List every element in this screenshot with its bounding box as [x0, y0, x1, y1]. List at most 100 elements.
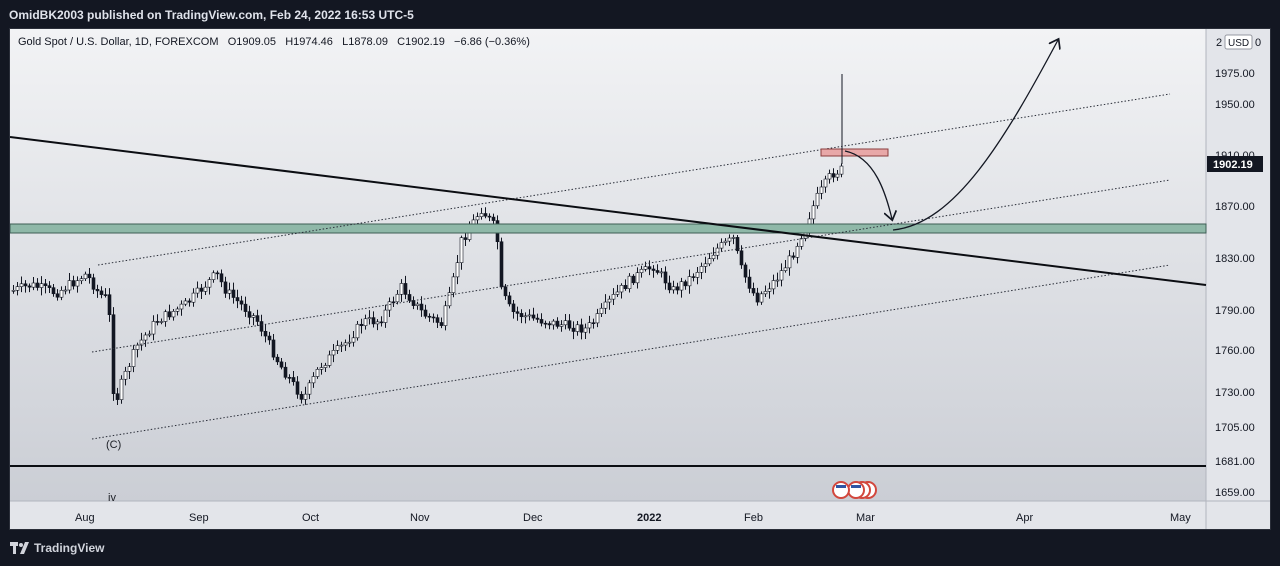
candle-body — [663, 271, 668, 284]
candle-body — [11, 290, 16, 292]
candle-body — [643, 266, 648, 270]
candle-body — [239, 300, 244, 305]
candle-body — [399, 283, 404, 295]
candle-body — [755, 292, 760, 303]
candle-body — [711, 254, 716, 260]
candle-body — [515, 311, 520, 314]
candle-body — [363, 318, 368, 327]
candle-body — [315, 369, 320, 377]
candle-body — [183, 300, 188, 305]
plot-background — [10, 29, 1206, 501]
candle-body — [35, 282, 40, 288]
candle-body — [723, 240, 728, 243]
candle-body — [539, 319, 544, 324]
candle-body — [107, 294, 112, 316]
price-tick-label: 1659.00 — [1215, 487, 1255, 499]
candle-body — [595, 313, 600, 324]
candle-body — [227, 289, 232, 294]
price-tick-label: 1975.00 — [1215, 68, 1255, 80]
economic-events-icon[interactable] — [832, 481, 877, 499]
projection-arrow-up — [892, 40, 1058, 231]
candle-body — [119, 378, 124, 400]
candle-body — [499, 241, 504, 288]
time-tick-label: Mar — [856, 512, 875, 524]
candle-body — [587, 322, 592, 329]
candle-body — [171, 311, 176, 318]
candle-body — [271, 339, 276, 358]
candle-body — [611, 294, 616, 300]
candle-body — [839, 165, 844, 175]
candle-body — [31, 282, 36, 288]
candle-body — [559, 324, 564, 327]
legend-close: 1902.19 — [405, 36, 445, 48]
candle-body — [263, 330, 268, 337]
candle-body — [427, 315, 432, 318]
candle-body — [123, 370, 128, 380]
candle-body — [79, 278, 84, 282]
candle-body — [439, 322, 444, 326]
candle-body — [823, 178, 828, 188]
candle-body — [583, 327, 588, 333]
legend-change: −6.86 (−0.36%) — [454, 36, 530, 48]
candle-body — [215, 272, 220, 275]
candle-body — [335, 345, 340, 351]
candle-body — [519, 313, 524, 318]
candle-body — [683, 281, 688, 287]
candle-body — [579, 324, 584, 333]
candle-body — [67, 280, 72, 291]
candle-body — [531, 314, 536, 319]
candle-body — [719, 242, 724, 249]
candle-body — [623, 285, 628, 289]
candle-body — [295, 381, 300, 395]
currency-badge[interactable] — [1224, 34, 1253, 50]
time-tick-label: May — [1170, 512, 1191, 524]
tradingview-logo-icon — [10, 542, 29, 554]
candle-body — [415, 303, 420, 306]
candle-body — [795, 246, 800, 258]
price-tick-label: 1760.00 — [1215, 345, 1255, 357]
candle-body — [367, 317, 372, 320]
candle-body — [523, 315, 528, 318]
axis-top-tick-tail: 0 — [1255, 37, 1261, 49]
candle-body — [507, 295, 512, 305]
candle-body — [75, 280, 80, 287]
candle-body — [547, 323, 552, 326]
price-tick-label: 1730.00 — [1215, 387, 1255, 399]
legend-close-label: C — [397, 36, 406, 48]
candle-body — [455, 262, 460, 278]
wave-label-iv: iv — [108, 492, 116, 504]
candle-body — [15, 286, 20, 291]
candle-body — [443, 305, 448, 326]
candle-body — [679, 281, 684, 291]
candle-body — [391, 301, 396, 304]
candle-body — [403, 283, 408, 295]
price-tick-label: 1870.00 — [1215, 201, 1255, 213]
candle-body — [243, 303, 248, 312]
candle-body — [691, 276, 696, 278]
candle-body — [811, 205, 816, 220]
price-chart[interactable]: (C) iv 1975.001950.001910.001870.001830.… — [10, 29, 1270, 529]
candle-body — [775, 279, 780, 282]
candle-body — [351, 337, 356, 343]
candle-body — [483, 213, 488, 217]
candle-body — [339, 344, 344, 347]
candle-body — [175, 308, 180, 312]
time-tick-label: Dec — [523, 512, 543, 524]
candle-body — [39, 283, 44, 288]
candle-body — [431, 316, 436, 319]
candle-body — [223, 281, 228, 294]
supply-box — [820, 148, 889, 157]
wave-label-c: (C) — [106, 439, 121, 451]
candle-body — [323, 365, 328, 368]
candle-body — [799, 238, 804, 247]
candle-body — [827, 173, 832, 180]
price-tick-label: 1830.00 — [1215, 253, 1255, 265]
candle-body — [207, 279, 212, 288]
publisher-line: OmidBK2003 published on TradingView.com,… — [0, 0, 1280, 28]
candle-body — [371, 317, 376, 325]
candle-body — [527, 314, 532, 317]
tradingview-logo[interactable]: TradingView — [10, 541, 104, 555]
candle-body — [311, 376, 316, 384]
candle-body — [259, 321, 264, 332]
price-tick-label: 1681.00 — [1215, 456, 1255, 468]
